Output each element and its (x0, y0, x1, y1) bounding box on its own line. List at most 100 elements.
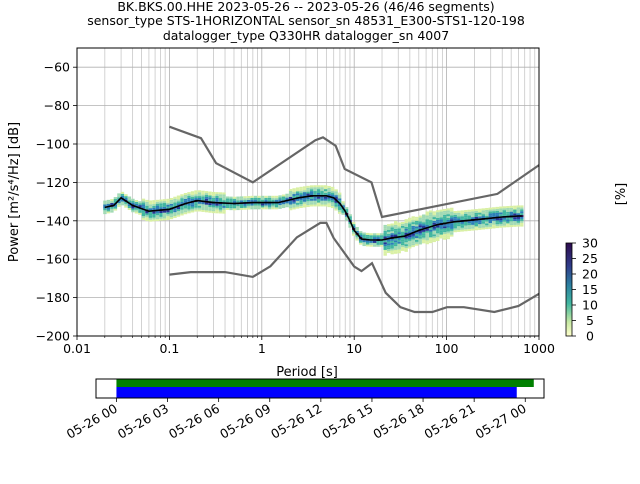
heatmap-cell (400, 241, 405, 244)
heatmap-cell (320, 189, 324, 192)
heatmap-cell (239, 204, 244, 207)
heatmap-cell (443, 228, 447, 231)
heatmap-cell (499, 218, 503, 221)
heatmap-cell (180, 213, 184, 216)
heatmap-cell (309, 202, 314, 205)
heatmap-cell (176, 212, 181, 215)
heatmap-cell (134, 211, 139, 214)
heatmap-cell (145, 201, 149, 204)
heatmap-cell (520, 213, 524, 216)
heatmap-cell (418, 234, 422, 237)
heatmap-cell (386, 235, 391, 238)
heatmap-cell (292, 188, 296, 191)
heatmap-cell (474, 209, 478, 212)
heatmap-cell (173, 202, 177, 205)
heatmap-cell (415, 243, 419, 246)
heatmap-cell (344, 210, 349, 213)
heatmap-cell (418, 242, 422, 245)
heatmap-cell (355, 236, 359, 239)
heatmap-cell (337, 196, 342, 199)
heatmap-cell (327, 189, 331, 192)
heatmap-cell (495, 224, 499, 227)
heatmap-cell (506, 206, 510, 209)
heatmap-cell (422, 235, 426, 238)
heatmap-cell (267, 195, 272, 198)
heatmap-cell (176, 210, 181, 213)
heatmap-cell (309, 196, 314, 199)
heatmap-cell (425, 240, 429, 243)
heatmap-cell (439, 219, 443, 222)
heatmap-cell (208, 199, 212, 202)
heatmap-cell (358, 242, 363, 245)
heatmap-cell (386, 251, 391, 254)
heatmap-cell (152, 207, 156, 210)
heatmap-cell (236, 200, 240, 203)
heatmap-cell (323, 185, 328, 188)
heatmap-cell (313, 191, 317, 193)
heatmap-cell (492, 218, 496, 221)
heatmap-cell (187, 203, 191, 206)
heatmap-cell (429, 237, 433, 240)
heatmap-cell (499, 210, 503, 213)
heatmap-cell (190, 195, 195, 198)
heatmap-cell (267, 197, 272, 200)
heatmap-cell (148, 215, 153, 218)
heatmap-cell (457, 212, 461, 215)
chart-title-line1: BK.BKS.00.HHE 2023-05-26 -- 2023-05-26 (… (117, 0, 494, 14)
heatmap-cell (337, 211, 342, 214)
heatmap-cell (295, 193, 300, 196)
heatmap-cell (432, 217, 436, 220)
heatmap-cell (243, 198, 247, 201)
heatmap-cell (439, 209, 443, 212)
heatmap-cell (337, 200, 342, 203)
heatmap-cell (418, 232, 422, 235)
heatmap-cell (222, 196, 226, 199)
heatmap-cell (429, 223, 433, 226)
heatmap-cell (386, 245, 391, 248)
heatmap-cell (390, 250, 394, 253)
heatmap-cell (120, 201, 125, 204)
heatmap-cell (330, 202, 335, 205)
heatmap-cell (415, 228, 419, 231)
heatmap-cell (260, 205, 265, 208)
heatmap-cell (425, 228, 429, 231)
heatmap-cell (386, 243, 391, 246)
heatmap-cell (327, 185, 331, 188)
heatmap-cell (316, 187, 321, 190)
heatmap-cell (201, 207, 205, 210)
heatmap-cell (260, 207, 265, 210)
heatmap-cell (138, 203, 142, 206)
heatmap-cell (422, 229, 426, 232)
heatmap-cell (415, 237, 419, 240)
heatmap-cell (334, 189, 338, 192)
heatmap-cell (288, 189, 293, 192)
heatmap-cell (348, 216, 352, 219)
heatmap-cell (117, 202, 121, 205)
heatmap-cell (439, 213, 443, 216)
heatmap-cell (274, 199, 279, 202)
heatmap-cell (173, 198, 177, 201)
heatmap-cell (499, 206, 503, 209)
heatmap-cell (145, 219, 149, 222)
heatmap-cell (358, 234, 363, 237)
heatmap-cell (113, 208, 118, 211)
heatmap-cell (190, 197, 195, 200)
heatmap-cell (439, 232, 443, 235)
y-tick-label: −80 (44, 98, 70, 113)
heatmap-cell (239, 205, 244, 208)
heatmap-cell (309, 187, 314, 190)
heatmap-cell (383, 236, 387, 239)
heatmap-cell (264, 203, 268, 206)
heatmap-cell (488, 219, 492, 222)
heatmap-cell (408, 242, 412, 245)
heatmap-cell (485, 207, 489, 210)
heatmap-cell (432, 230, 436, 233)
ppsd-plot: 0.01 0.1 1 10 100 1000 −200 −180 −160 −140 −120 −1… (7, 47, 555, 380)
heatmap-cell (348, 225, 352, 228)
heatmap-cell (169, 211, 174, 214)
heatmap-cell (222, 205, 226, 208)
heatmap-cell (166, 214, 170, 217)
heatmap-cell (453, 224, 457, 227)
heatmap-cell (429, 227, 433, 230)
heatmap-cell (309, 189, 314, 192)
